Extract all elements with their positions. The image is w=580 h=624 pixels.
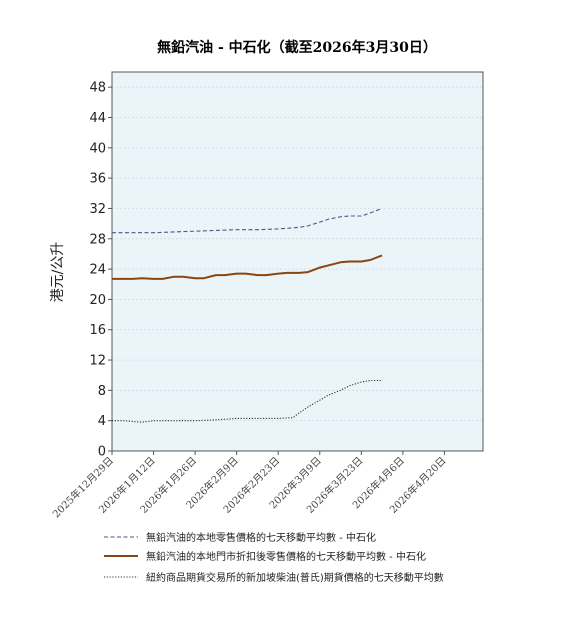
- y-tick-label: 20: [89, 293, 106, 308]
- y-axis-label: 港元/公升: [50, 242, 66, 303]
- y-tick-label: 40: [89, 141, 106, 156]
- y-tick-label: 4: [98, 414, 106, 429]
- plot-background: [112, 72, 483, 451]
- series-line-1: [112, 207, 383, 234]
- plot-area: 048121620242832364044482025年12月29日2026年1…: [50, 71, 484, 520]
- plot-frame: [111, 71, 484, 452]
- y-tick-label: 32: [89, 202, 106, 217]
- y-tick-label: 44: [89, 111, 106, 126]
- series-line-2: [112, 254, 383, 280]
- chart-title: 無鉛汽油 - 中石化（截至2026年3月30日）: [157, 39, 437, 56]
- y-tick-label: 16: [89, 323, 106, 338]
- y-tick-label: 8: [98, 384, 106, 399]
- y-tick-label: 48: [89, 81, 106, 96]
- y-tick-label: 28: [89, 232, 106, 247]
- legend-label-1: 無鉛汽油的本地零售價格的七天移動平均數 - 中石化: [146, 531, 376, 544]
- legend-label-3: 紐約商品期貨交易所的新加坡柴油(普氏)期貨價格的七天移動平均數: [146, 571, 444, 584]
- legend-label-2: 無鉛汽油的本地門市折扣後零售價格的七天移動平均數 - 中石化: [146, 550, 426, 563]
- y-tick-label: 0: [98, 445, 106, 460]
- y-tick-label: 36: [89, 172, 106, 187]
- y-tick-label: 24: [89, 263, 106, 278]
- y-tick-label: 12: [89, 354, 106, 369]
- series-line-3: [112, 379, 383, 423]
- legend: 無鉛汽油的本地零售價格的七天移動平均數 - 中石化無鉛汽油的本地門市折扣後零售價…: [104, 531, 444, 584]
